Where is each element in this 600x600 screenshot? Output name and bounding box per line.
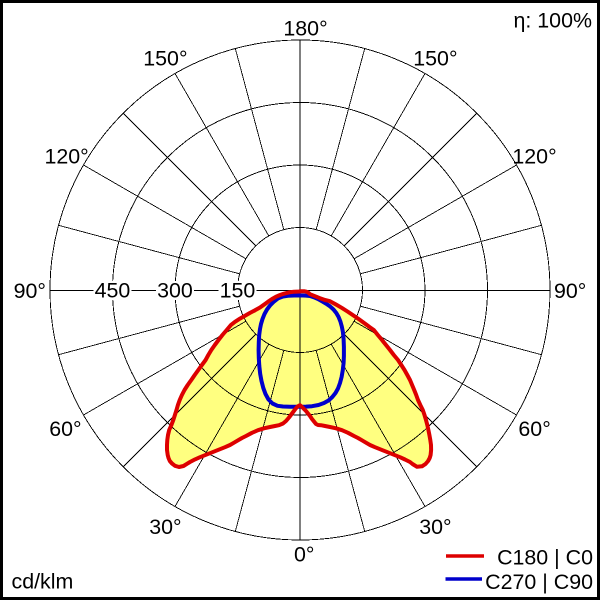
- svg-text:450: 450: [95, 279, 131, 303]
- svg-text:0°: 0°: [294, 543, 314, 567]
- svg-text:60°: 60°: [518, 417, 550, 441]
- svg-text:300: 300: [157, 279, 193, 303]
- svg-text:150°: 150°: [143, 47, 187, 71]
- svg-text:C270 | C90: C270 | C90: [485, 570, 593, 594]
- svg-text:150°: 150°: [413, 47, 457, 71]
- svg-text:η: 100%: η: 100%: [514, 9, 593, 33]
- svg-text:cd/klm: cd/klm: [12, 569, 74, 593]
- svg-text:120°: 120°: [44, 145, 88, 169]
- svg-text:150: 150: [220, 279, 256, 303]
- svg-text:90°: 90°: [14, 279, 46, 303]
- svg-text:30°: 30°: [149, 515, 181, 539]
- svg-text:180°: 180°: [283, 17, 327, 41]
- svg-text:120°: 120°: [512, 145, 556, 169]
- svg-text:30°: 30°: [419, 515, 451, 539]
- svg-text:C180 | C0: C180 | C0: [497, 546, 593, 570]
- svg-text:90°: 90°: [554, 279, 586, 303]
- svg-text:60°: 60°: [49, 417, 81, 441]
